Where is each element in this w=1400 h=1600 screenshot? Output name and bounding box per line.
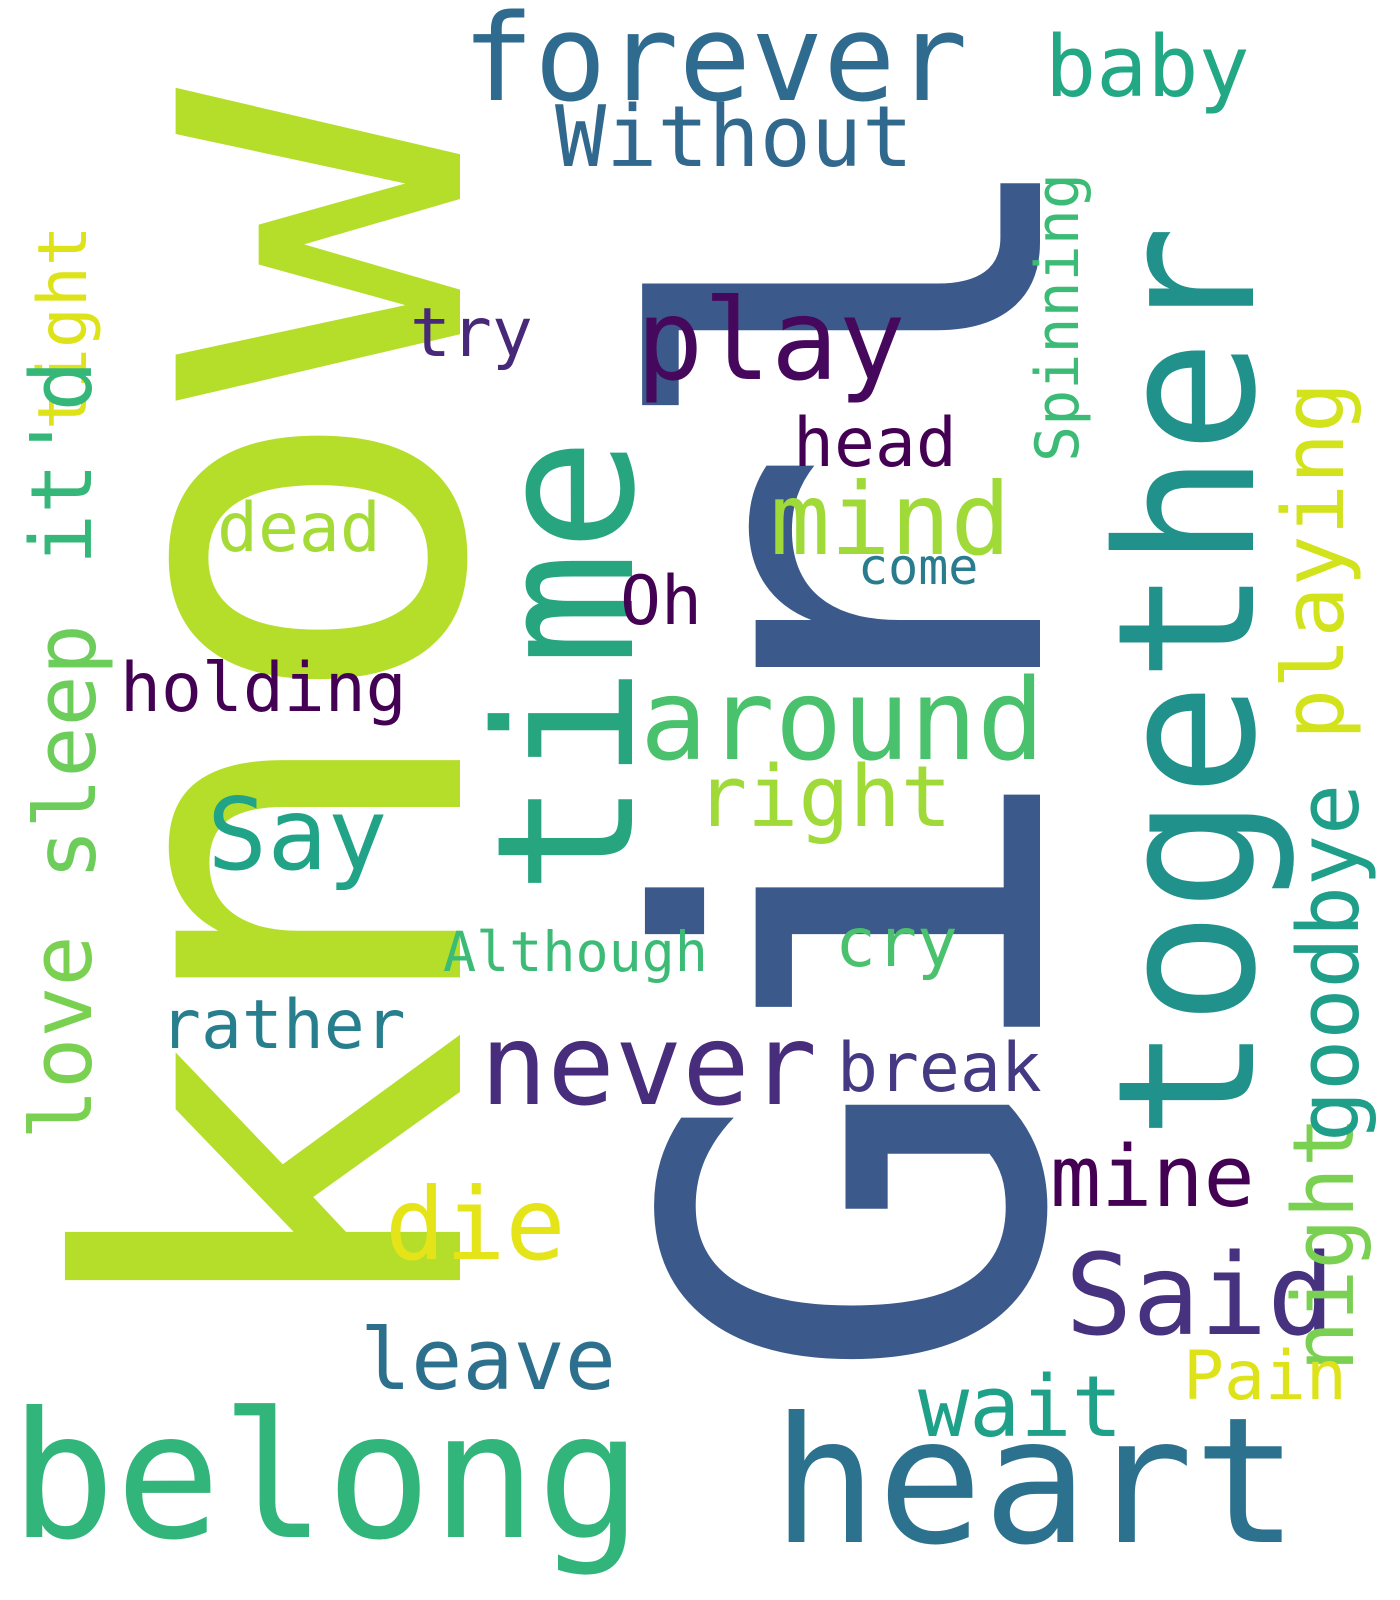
word-together: together [1077,224,1298,1140]
word-oh: Oh [620,562,702,641]
word-die: die [385,1166,566,1283]
word-play: play [636,276,906,406]
word-goodbye: goodbye [1280,783,1379,1142]
word-playing: playing [1265,381,1364,740]
word-sleep: sleep [17,624,116,880]
word-come: come [858,538,979,596]
word-around: around [640,656,1045,786]
word-break: break [837,1029,1042,1108]
word-night: night [1275,1116,1374,1372]
word-mine: mine [1050,1128,1255,1227]
word-spinning: Spinning [1023,173,1093,462]
word-itd: it'd [13,360,112,565]
word-cry: cry [835,904,958,983]
word-without: Without [555,88,914,187]
word-forever: forever [462,0,968,129]
word-right: right [696,748,952,847]
word-head: head [793,404,957,483]
word-leave: leave [360,1311,616,1410]
word-try: try [410,294,533,373]
word-holding: holding [120,649,407,728]
word-pain: Pain [1183,1337,1347,1416]
word-say: Say [207,776,388,893]
word-although: Although [443,920,708,984]
word-time: time [456,437,677,895]
word-belong: belong [10,1376,643,1579]
word-love: love [13,935,112,1140]
word-heart: heart [772,1381,1299,1584]
word-never: never [480,1001,818,1131]
word-said: Said [1065,1231,1335,1361]
word-dead: dead [217,489,381,568]
word-rather: rather [160,986,406,1065]
word-mind: mind [770,461,1011,578]
word-wait: wait [918,1358,1123,1457]
word-baby: baby [1045,18,1250,117]
